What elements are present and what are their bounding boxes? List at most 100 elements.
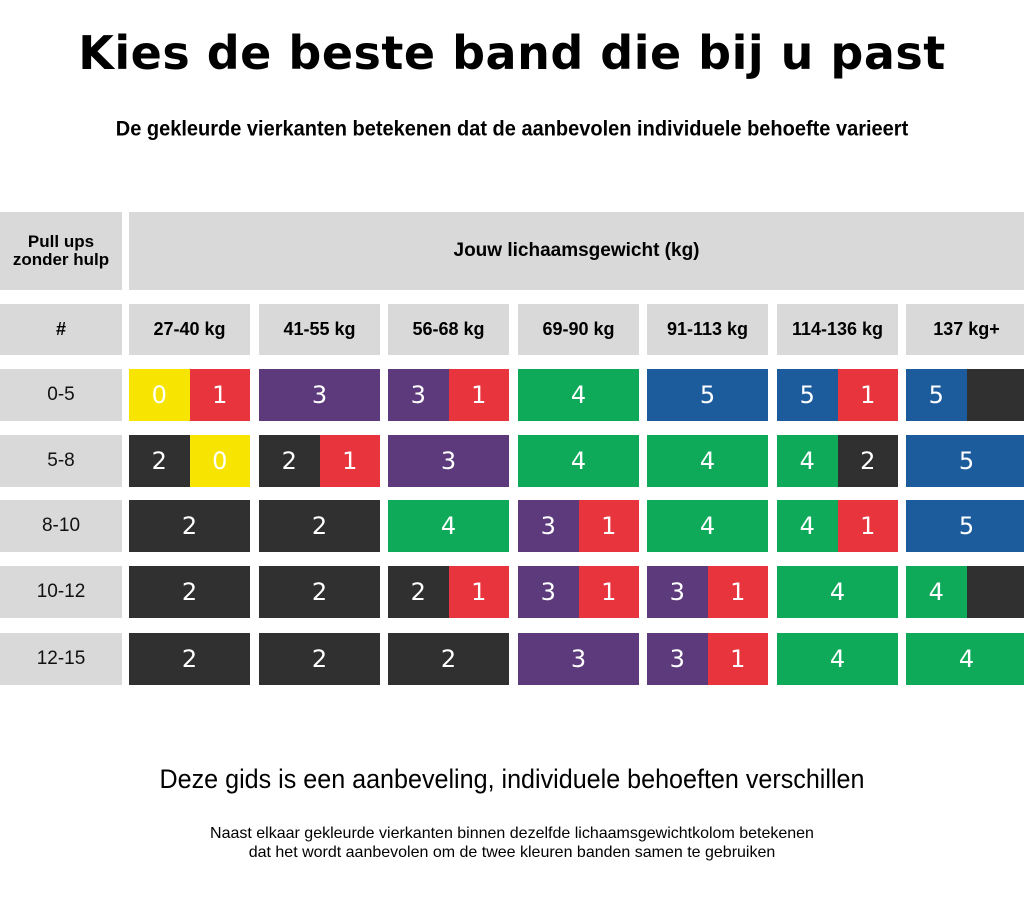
band-red-segment: 1 xyxy=(837,369,898,421)
band-green-segment: 4 xyxy=(777,500,838,552)
band-purple-segment: 3 xyxy=(518,500,579,552)
band-recommendation-cell: 4 xyxy=(518,369,639,421)
band-blue-segment: 5 xyxy=(647,369,768,421)
band-yellow-segment: 0 xyxy=(189,435,250,487)
band-black-segment: 2 xyxy=(129,500,250,552)
band-black-segment: 2 xyxy=(259,633,380,685)
band-black-segment: 2 xyxy=(837,435,898,487)
band-recommendation-cell: 5 xyxy=(906,500,1024,552)
page-title: Kies de beste band die bij u past xyxy=(78,26,946,80)
band-recommendation-cell: 2 xyxy=(129,633,250,685)
band-black-segment: 2 xyxy=(388,566,449,618)
band-recommendation-cell: 4 xyxy=(906,566,1024,618)
band-red-segment: 1 xyxy=(578,500,639,552)
band-red-segment: 1 xyxy=(189,369,250,421)
band-recommendation-cell: 4 xyxy=(388,500,509,552)
band-recommendation-cell: 4 xyxy=(518,435,639,487)
band-yellow-segment: 0 xyxy=(129,369,190,421)
band-red-segment: 1 xyxy=(319,435,380,487)
band-recommendation-cell: 5 xyxy=(647,369,768,421)
band-blue-segment: 5 xyxy=(906,369,967,421)
band-green-segment: 4 xyxy=(906,633,1024,685)
band-black-segment xyxy=(966,566,1024,618)
band-recommendation-cell: 4 xyxy=(906,633,1024,685)
bodyweight-header: Jouw lichaamsgewicht (kg) xyxy=(129,212,1024,290)
band-red-segment: 1 xyxy=(578,566,639,618)
pullups-row-label: 12-15 xyxy=(0,633,122,685)
band-black-segment xyxy=(966,369,1024,421)
band-black-segment: 2 xyxy=(259,435,320,487)
band-red-segment: 1 xyxy=(707,633,768,685)
band-recommendation-cell: 4 xyxy=(777,566,898,618)
band-purple-segment: 3 xyxy=(388,369,449,421)
band-green-segment: 4 xyxy=(518,435,639,487)
band-black-segment: 2 xyxy=(129,435,190,487)
weight-column-header: 91-113 kg xyxy=(647,304,768,355)
band-recommendation-cell: 2 xyxy=(388,633,509,685)
pullups-row-label: 10-12 xyxy=(0,566,122,618)
row-number-header: # xyxy=(0,304,122,355)
band-purple-segment: 3 xyxy=(647,566,708,618)
weight-column-header: 114-136 kg xyxy=(777,304,898,355)
band-recommendation-cell: 2 xyxy=(259,633,380,685)
band-recommendation-cell: 2 xyxy=(259,566,380,618)
band-recommendation-cell: 4 xyxy=(777,633,898,685)
band-recommendation-cell: 4 xyxy=(647,500,768,552)
band-red-segment: 1 xyxy=(837,500,898,552)
band-green-segment: 4 xyxy=(777,566,898,618)
footer-disclaimer: Deze gids is een aanbeveling, individuel… xyxy=(159,764,865,794)
weight-column-header: 56-68 kg xyxy=(388,304,509,355)
page-subtitle: De gekleurde vierkanten betekenen dat de… xyxy=(115,117,909,141)
band-purple-segment: 3 xyxy=(518,566,579,618)
band-green-segment: 4 xyxy=(647,435,768,487)
band-black-segment: 2 xyxy=(259,500,380,552)
band-recommendation-cell: 2 xyxy=(129,500,250,552)
band-green-segment: 4 xyxy=(906,566,967,618)
band-purple-segment: 3 xyxy=(388,435,509,487)
band-green-segment: 4 xyxy=(777,435,838,487)
band-green-segment: 4 xyxy=(388,500,509,552)
band-recommendation-cell: 3 xyxy=(518,633,639,685)
band-recommendation-cell: 5 xyxy=(906,435,1024,487)
band-blue-segment: 5 xyxy=(906,435,1024,487)
band-recommendation-cell: 2 xyxy=(259,500,380,552)
band-black-segment: 2 xyxy=(129,633,250,685)
pullups-header: Pull ups zonder hulp xyxy=(0,212,122,290)
band-green-segment: 4 xyxy=(777,633,898,685)
band-purple-segment: 3 xyxy=(647,633,708,685)
band-recommendation-cell: 2 xyxy=(129,566,250,618)
footer-note: Naast elkaar gekleurde vierkanten binnen… xyxy=(210,825,814,861)
weight-column-header: 69-90 kg xyxy=(518,304,639,355)
band-red-segment: 1 xyxy=(448,566,509,618)
band-purple-segment: 3 xyxy=(259,369,380,421)
weight-column-header: 137 kg+ xyxy=(906,304,1024,355)
weight-column-header: 27-40 kg xyxy=(129,304,250,355)
band-green-segment: 4 xyxy=(647,500,768,552)
pullups-row-label: 5-8 xyxy=(0,435,122,487)
band-blue-segment: 5 xyxy=(777,369,838,421)
band-black-segment: 2 xyxy=(259,566,380,618)
band-recommendation-cell: 5 xyxy=(906,369,1024,421)
band-red-segment: 1 xyxy=(448,369,509,421)
weight-column-header: 41-55 kg xyxy=(259,304,380,355)
band-black-segment: 2 xyxy=(129,566,250,618)
band-recommendation-cell: 4 xyxy=(647,435,768,487)
band-black-segment: 2 xyxy=(388,633,509,685)
band-recommendation-cell: 3 xyxy=(259,369,380,421)
pullups-row-label: 8-10 xyxy=(0,500,122,552)
band-red-segment: 1 xyxy=(707,566,768,618)
pullups-row-label: 0-5 xyxy=(0,369,122,421)
band-purple-segment: 3 xyxy=(518,633,639,685)
